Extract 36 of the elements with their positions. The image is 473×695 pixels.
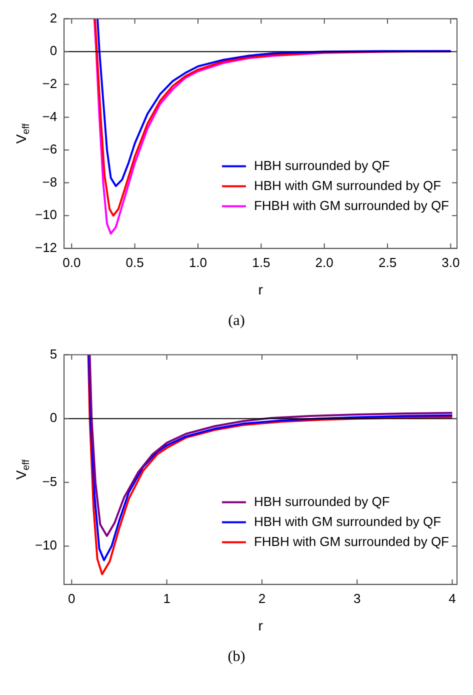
y-tick-label: 0	[50, 410, 58, 426]
x-tick-label: 0	[68, 590, 76, 606]
x-tick-label: 3.0	[442, 254, 460, 270]
x-tick-label: 1	[163, 590, 170, 606]
x-tick-label: 4	[448, 590, 456, 606]
text: (a)	[227, 312, 246, 331]
y-tick-label: 2	[50, 10, 58, 26]
legend-label: FHBH with GM surrounded by QF	[254, 534, 450, 549]
y-axis-title: Veff	[12, 459, 32, 480]
y-axis-title: Veff	[12, 123, 32, 144]
legend-label: HBH with GM surrounded by QF	[254, 178, 442, 193]
y-tick-label: −4	[42, 108, 58, 124]
y-tick-label: −2	[42, 76, 58, 91]
x-tick-label: 2.5	[378, 254, 397, 270]
y-tick-label: 0	[50, 43, 58, 58]
y-tick-label: −10	[34, 207, 58, 222]
y-tick-label: −8	[42, 174, 58, 190]
legend-label: FHBH with GM surrounded by QF	[254, 198, 450, 213]
text: (b)	[226, 648, 246, 667]
x-axis-title: r	[258, 281, 264, 298]
legend-label: HBH surrounded by QF	[254, 494, 390, 509]
y-tick-label: −10	[34, 538, 58, 553]
legend-label: HBH with GM surrounded by QF	[254, 514, 442, 529]
x-axis-title: r	[258, 617, 264, 634]
x-tick-label: 1.5	[252, 254, 270, 270]
x-tick-label: 2	[258, 590, 266, 606]
y-tick-label: 5	[50, 346, 58, 362]
x-tick-label: 2.0	[315, 254, 334, 270]
legend-label: HBH surrounded by QF	[254, 158, 390, 173]
x-tick-label: 1.0	[188, 254, 208, 270]
x-tick-label: 3	[353, 590, 361, 606]
y-tick-label: −6	[42, 142, 58, 157]
y-tick-label: −5	[42, 474, 58, 489]
x-tick-label: 0.5	[126, 254, 144, 270]
y-tick-label: −12	[34, 240, 58, 255]
x-tick-label: 0.0	[62, 254, 81, 270]
